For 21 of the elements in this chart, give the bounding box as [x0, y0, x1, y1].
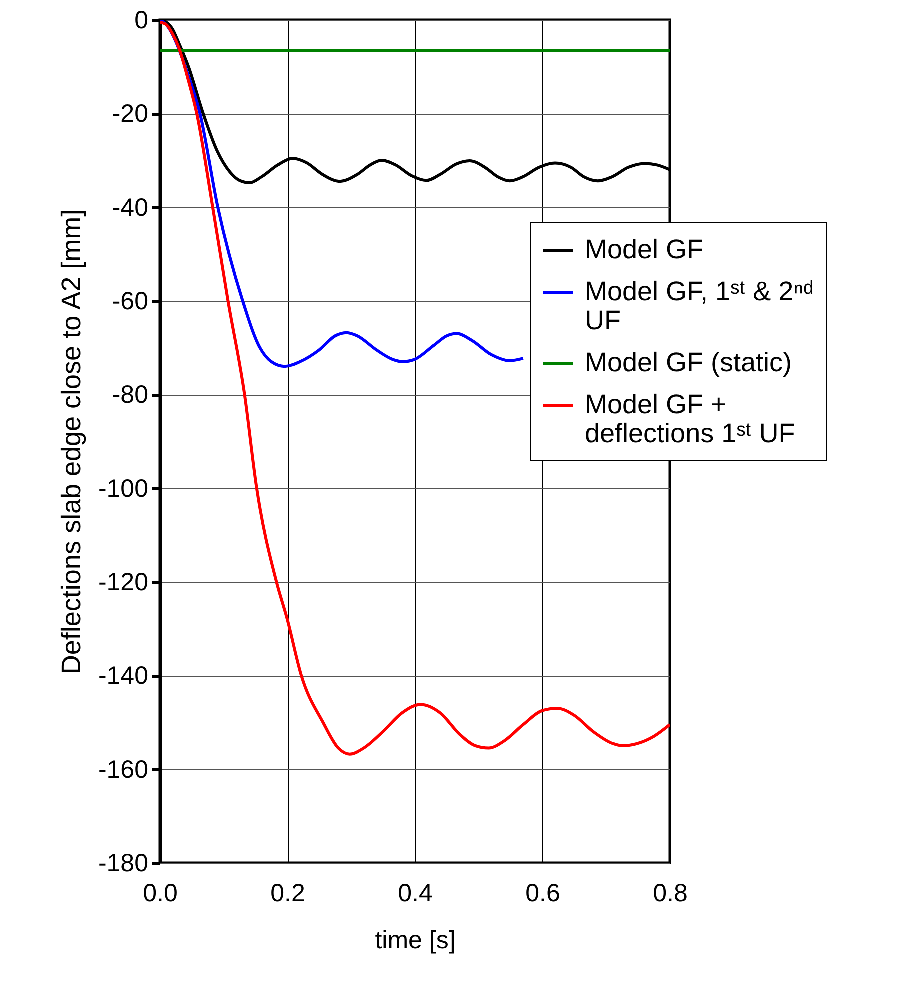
x-tick-label: 0.0 — [143, 880, 178, 908]
y-tick-label: -120 — [98, 568, 148, 596]
x-tick-label: 0.4 — [398, 880, 433, 908]
y-axis-title: Deflections slab edge close to A2 [mm] — [56, 209, 86, 675]
x-axis-title: time [s] — [375, 926, 456, 954]
legend-label: Model GF + deflections 1ˢᵗ UF — [585, 390, 796, 448]
legend-label: Model GF, 1ˢᵗ & 2ⁿᵈ UF — [585, 276, 814, 336]
y-tick-label: -140 — [98, 662, 148, 690]
y-tick-label: 0 — [134, 6, 148, 34]
y-tick-label: -80 — [112, 381, 148, 410]
x-tick-label: 0.6 — [526, 880, 560, 908]
y-tick-label: -60 — [112, 288, 148, 316]
y-tick-label: -180 — [98, 850, 148, 878]
legend-label: Model GF (static) — [585, 348, 792, 378]
y-tick-label: -40 — [112, 194, 148, 222]
y-tick-label: -20 — [112, 100, 148, 128]
x-tick-label: 0.2 — [270, 880, 306, 908]
y-tick-label: -160 — [98, 756, 148, 784]
y-tick-label: -100 — [98, 474, 148, 503]
x-tick-label: 0.8 — [653, 880, 688, 908]
legend-label: Model GF — [585, 234, 704, 264]
